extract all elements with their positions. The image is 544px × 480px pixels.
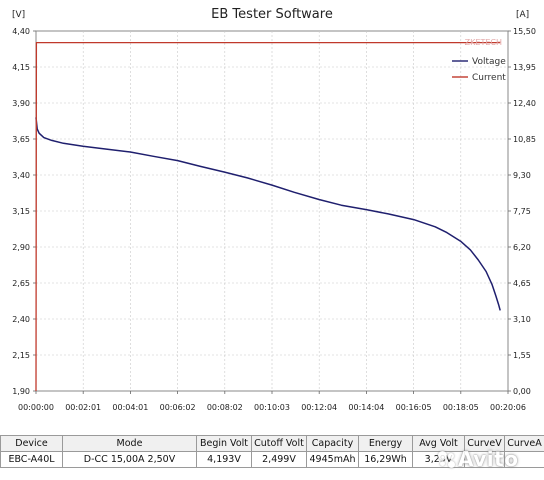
table-header-1: Mode [62, 435, 197, 452]
zketech-watermark: ZKETECH [465, 38, 502, 47]
avito-logo-text: Avito [458, 447, 519, 471]
y2-tick-label: 6,20 [513, 243, 531, 252]
table-cell-3: 2,499V [251, 451, 307, 468]
x-tick-label: 00:16:05 [396, 403, 432, 412]
y2-tick-label: 9,30 [513, 171, 531, 180]
y-tick-label: 3,90 [12, 99, 30, 108]
y-tick-label: 2,15 [12, 351, 30, 360]
table-header-6: Avg Volt [412, 435, 465, 452]
y-tick-label: 4,15 [12, 63, 30, 72]
x-tick-label: 00:02:01 [65, 403, 101, 412]
y-tick-label: 1,90 [12, 387, 30, 396]
table-header-8: CurveA [504, 435, 544, 452]
table-cell-1: D-CC 15,00A 2,50V [62, 451, 197, 468]
table-header-row: Device Mode Begin Volt Cutoff Volt Capacity E… [0, 435, 544, 452]
y-tick-label: 3,15 [12, 207, 30, 216]
x-tick-label: 00:08:02 [207, 403, 243, 412]
y-tick-label: 3,65 [12, 135, 30, 144]
y2-tick-label: 10,85 [513, 135, 536, 144]
y-tick-label: 3,40 [12, 171, 30, 180]
x-tick-label: 00:18:05 [443, 403, 479, 412]
y-tick-label: 2,90 [12, 243, 30, 252]
y-tick-label: 2,65 [12, 279, 30, 288]
y-tick-label: 2,40 [12, 315, 30, 324]
series-line-voltage [35, 117, 501, 311]
table-header-4: Capacity [306, 435, 359, 452]
y2-tick-label: 15,50 [513, 27, 536, 36]
table-cell-5: 16,29Wh [358, 451, 413, 468]
avito-dots-icon [436, 449, 456, 469]
left-axis-unit: [V] [12, 10, 26, 20]
y2-tick-label: 3,10 [513, 315, 531, 324]
window-title: EB Tester Software [211, 7, 333, 22]
series-line-current [35, 41, 501, 392]
y2-tick-label: 4,65 [513, 279, 531, 288]
table-header-5: Energy [358, 435, 413, 452]
x-tick-label: 00:00:00 [18, 403, 54, 412]
y2-tick-label: 13,95 [513, 63, 536, 72]
x-tick-label: 00:06:02 [160, 403, 196, 412]
discharge-chart: 4,40 15,50 4,15 13,95 3,90 12,40 3,65 10,85 3,40… [12, 27, 536, 412]
x-tick-label: 00:04:01 [112, 403, 148, 412]
table-cell-2: 4,193V [196, 451, 252, 468]
x-tick-label: 00:12:04 [301, 403, 337, 412]
table-header-0: Device [0, 435, 63, 452]
x-tick-label: 00:20:06 [490, 403, 526, 412]
y2-tick-label: 1,55 [513, 351, 531, 360]
x-tick-label: 00:14:04 [348, 403, 384, 412]
legend-label-current: Current [472, 73, 506, 83]
y-tick-label: 4,40 [12, 27, 30, 36]
legend-label-voltage: Voltage [472, 57, 506, 67]
table-cell-4: 4945mAh [306, 451, 359, 468]
y2-tick-label: 12,40 [513, 99, 536, 108]
table-cell-0: EBC-A40L [0, 451, 63, 468]
table-row[interactable]: EBC-A40L D-CC 15,00A 2,50V 4,193V 2,499V 494… [0, 451, 544, 468]
y2-tick-label: 0,00 [513, 387, 531, 396]
table-header-3: Cutoff Volt [251, 435, 307, 452]
table-header-2: Begin Volt [196, 435, 252, 452]
results-table: Device Mode Begin Volt Cutoff Volt Capacity E… [0, 435, 544, 468]
table-cell-8 [504, 451, 544, 468]
y2-tick-label: 7,75 [513, 207, 531, 216]
x-tick-label: 00:10:03 [254, 403, 290, 412]
avito-watermark: Avito [436, 444, 544, 474]
right-axis-unit: [A] [516, 10, 530, 20]
